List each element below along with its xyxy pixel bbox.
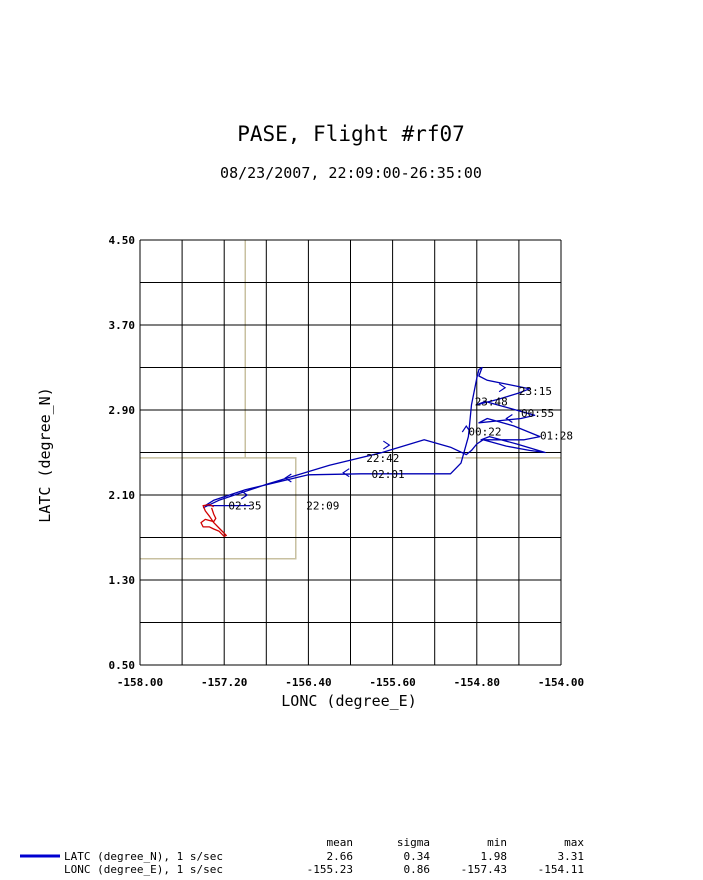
time-annotation: 23:15 — [519, 385, 552, 398]
region-box — [140, 457, 297, 560]
direction-arrows — [240, 383, 513, 500]
time-annotation: 02:01 — [372, 468, 405, 481]
x-tick-label: -155.60 — [369, 676, 415, 689]
y-tick-label: 3.70 — [109, 319, 136, 332]
stats-header-mean: mean — [327, 836, 354, 849]
stats-row-max: 3.31 — [558, 850, 585, 863]
direction-arrow-icon — [383, 440, 391, 450]
direction-arrow-icon — [505, 414, 513, 423]
stats-header-max: max — [564, 836, 584, 849]
y-tick-label: 0.50 — [109, 659, 136, 672]
direction-arrow-icon — [284, 473, 292, 483]
x-axis-label: LONC (degree_E) — [281, 692, 416, 710]
chart-subtitle: 08/23/2007, 22:09:00-26:35:00 — [220, 164, 482, 182]
y-tick-label: 4.50 — [109, 234, 136, 247]
plot-series — [200, 366, 546, 538]
x-tick-label: -154.00 — [538, 676, 584, 689]
stats-table: mean sigma min max LATC (degree_N), 1 s/… — [20, 836, 584, 876]
chart-title: PASE, Flight #rf07 — [237, 122, 465, 146]
y-tick-label: 1.30 — [109, 574, 136, 587]
stats-header-min: min — [487, 836, 507, 849]
y-tick-label: 2.10 — [109, 489, 136, 502]
time-annotation: 22:42 — [366, 452, 399, 465]
stats-row-mean: -155.23 — [307, 863, 353, 876]
time-annotation: 23:48 — [475, 396, 508, 409]
x-tick-label: -156.40 — [285, 676, 331, 689]
stats-row-sigma: 0.34 — [404, 850, 431, 863]
y-axis-label: LATC (degree_N) — [36, 387, 54, 522]
direction-arrow-icon — [240, 490, 249, 500]
stats-row-mean: 2.66 — [327, 850, 354, 863]
stats-row-label: LONC (degree_E), 1 s/sec — [64, 863, 223, 876]
stats-header-sigma: sigma — [397, 836, 430, 849]
time-annotation: 02:35 — [228, 500, 261, 513]
stats-row-label: LATC (degree_N), 1 s/sec — [64, 850, 223, 863]
direction-arrow-icon — [498, 383, 507, 393]
region-boxes — [140, 240, 561, 560]
stats-row-max: -154.11 — [538, 863, 584, 876]
direction-arrow-icon — [461, 424, 471, 433]
stats-row-min: 1.98 — [481, 850, 508, 863]
time-annotation: 01:28 — [540, 430, 573, 443]
time-annotation: 00:22 — [468, 425, 501, 438]
time-annotation: 22:09 — [306, 500, 339, 513]
x-tick-label: -157.20 — [201, 676, 247, 689]
y-tick-label: 2.90 — [109, 404, 136, 417]
offshore-track-line — [200, 503, 227, 538]
direction-arrow-icon — [342, 468, 350, 478]
x-tick-label: -158.00 — [117, 676, 163, 689]
x-tick-label: -154.80 — [454, 676, 500, 689]
time-annotation: 00:55 — [521, 407, 554, 420]
plot-grid — [139, 239, 562, 666]
y-tick-labels: 4.50 3.70 2.90 2.10 1.30 0.50 — [109, 234, 136, 672]
stats-row-min: -157.43 — [461, 863, 507, 876]
x-tick-labels: -158.00 -157.20 -156.40 -155.60 -154.80 -154.… — [117, 676, 584, 689]
flight-track-line — [202, 366, 546, 509]
time-annotations: 22:09 22:42 23:15 23:48 00:22 00:55 01:28 02:01… — [228, 385, 573, 513]
stats-row-sigma: 0.86 — [404, 863, 431, 876]
